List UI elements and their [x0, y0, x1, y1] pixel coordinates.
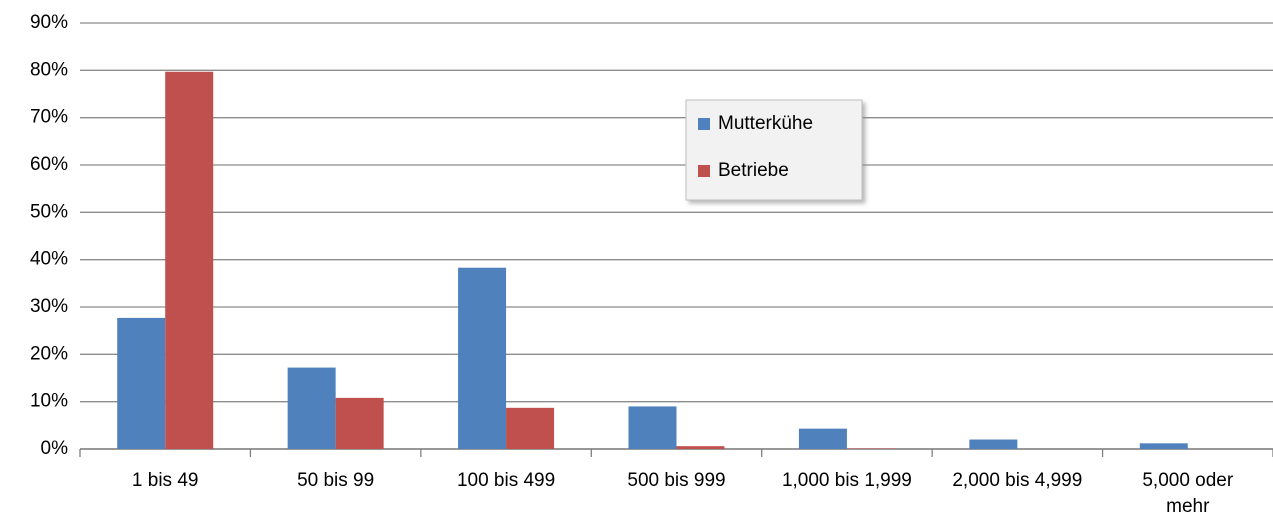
y-tick-label: 60%	[30, 154, 68, 175]
bar	[287, 367, 336, 449]
bar	[165, 71, 214, 450]
bar	[969, 439, 1018, 449]
legend-swatch	[698, 165, 710, 177]
bar	[628, 406, 677, 449]
legend-box	[685, 99, 863, 201]
x-tick-label: 5,000 oder mehr	[1142, 470, 1234, 517]
bar	[676, 446, 725, 449]
legend: Mutterkühe Betriebe	[685, 99, 863, 201]
legend-label: Mutterkühe	[718, 113, 813, 134]
bar	[1139, 443, 1188, 449]
y-tick-label: 40%	[30, 249, 68, 270]
y-tick-label: 90%	[30, 12, 68, 33]
x-tick-label: 2,000 bis 4,999	[952, 470, 1083, 491]
y-tick-label: 50%	[30, 201, 68, 222]
y-tick-label: 30%	[30, 296, 68, 317]
bar	[506, 407, 555, 449]
legend-swatch	[698, 118, 710, 130]
y-tick-label: 0%	[41, 438, 69, 459]
y-tick-label: 70%	[30, 107, 68, 128]
bar	[458, 267, 507, 449]
x-tick-label: 500 bis 999	[627, 470, 726, 491]
x-tick-label: 100 bis 499	[456, 470, 556, 491]
y-tick-label: 80%	[30, 59, 68, 80]
bar	[798, 428, 847, 449]
x-tick-label: 1,000 bis 1,999	[781, 470, 912, 491]
x-tick-label: 1 bis 49	[131, 470, 199, 491]
x-tick-label: 50 bis 99	[297, 470, 375, 491]
legend-label: Betriebe	[718, 160, 789, 181]
bar	[335, 397, 384, 449]
y-tick-label: 10%	[30, 391, 68, 412]
bar	[117, 317, 166, 449]
y-tick-label: 20%	[30, 343, 68, 364]
